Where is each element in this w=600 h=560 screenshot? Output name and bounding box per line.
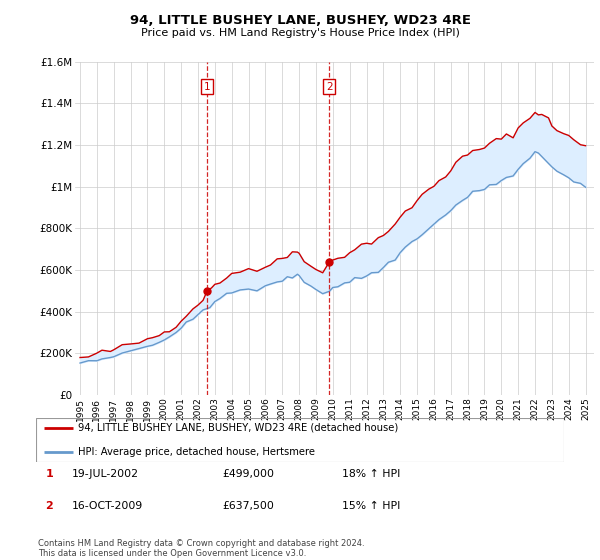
Text: HPI: Average price, detached house, Hertsmere: HPI: Average price, detached house, Hert… xyxy=(78,447,315,458)
Text: 19-JUL-2002: 19-JUL-2002 xyxy=(72,469,139,479)
Text: Contains HM Land Registry data © Crown copyright and database right 2024.
This d: Contains HM Land Registry data © Crown c… xyxy=(38,539,364,558)
Text: 15% ↑ HPI: 15% ↑ HPI xyxy=(342,501,400,511)
Text: 2: 2 xyxy=(326,82,332,92)
Text: £637,500: £637,500 xyxy=(222,501,274,511)
Text: 1: 1 xyxy=(204,82,211,92)
Text: £499,000: £499,000 xyxy=(222,469,274,479)
Text: 1: 1 xyxy=(46,469,53,479)
Text: 16-OCT-2009: 16-OCT-2009 xyxy=(72,501,143,511)
Text: Price paid vs. HM Land Registry's House Price Index (HPI): Price paid vs. HM Land Registry's House … xyxy=(140,28,460,38)
Text: 94, LITTLE BUSHEY LANE, BUSHEY, WD23 4RE (detached house): 94, LITTLE BUSHEY LANE, BUSHEY, WD23 4RE… xyxy=(78,423,398,433)
Text: 94, LITTLE BUSHEY LANE, BUSHEY, WD23 4RE: 94, LITTLE BUSHEY LANE, BUSHEY, WD23 4RE xyxy=(130,14,470,27)
Text: 2: 2 xyxy=(46,501,53,511)
Text: 18% ↑ HPI: 18% ↑ HPI xyxy=(342,469,400,479)
